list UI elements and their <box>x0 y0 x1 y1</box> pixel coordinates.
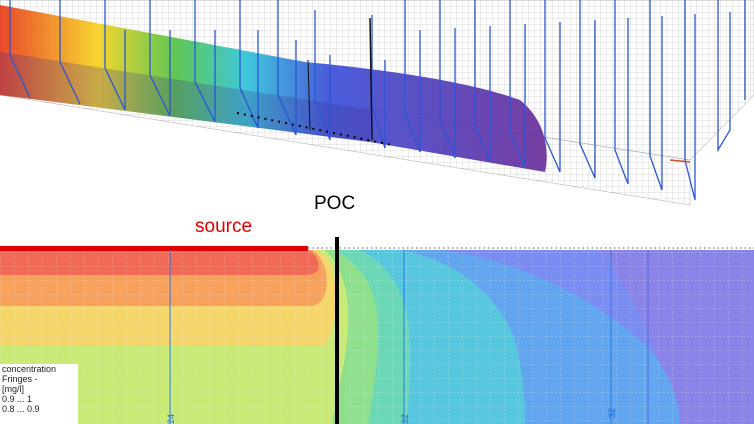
poc-line-3d <box>369 17 373 141</box>
poc-label: POC <box>314 193 356 214</box>
section-label-1: 24 <box>166 413 176 424</box>
section-label-3: 32 <box>607 407 617 418</box>
cross-section-view <box>0 237 754 424</box>
source-bar <box>0 246 308 251</box>
plume-3d <box>0 5 547 172</box>
legend-entry-1: 0.9 ... 1 <box>2 394 33 404</box>
legend-unit: [mg/l] <box>2 384 25 394</box>
slice-planes <box>9 0 746 201</box>
legend-entry-2: 0.8 ... 0.9 <box>2 404 40 414</box>
legend-subtitle: Fringes - <box>2 374 38 384</box>
poc-line-3d-b <box>307 59 311 131</box>
model-3d-view <box>0 0 754 206</box>
concentration-legend: concentration Fringes - [mg/l] 0.9 ... 1… <box>0 364 78 424</box>
source-label: source <box>195 216 253 237</box>
section-label-2: 32 <box>400 413 410 424</box>
legend-title: concentration <box>2 364 57 374</box>
